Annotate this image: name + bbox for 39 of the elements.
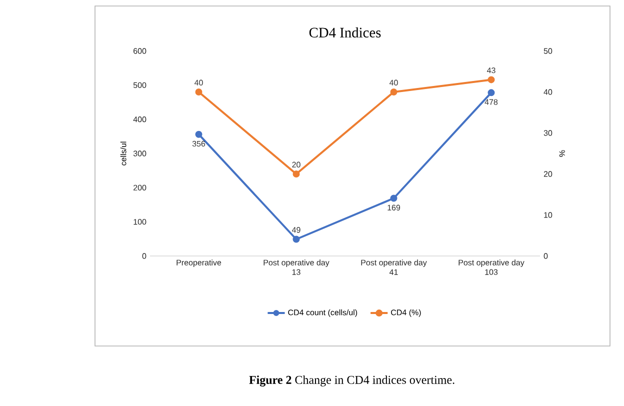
x-tick-label: Post operative day 41 (361, 260, 427, 275)
data-label: 478 (484, 99, 498, 105)
data-label: 40 (389, 80, 398, 86)
text: Figure 2 Change in CD4 indices overtime. (249, 376, 454, 386)
y2-tick-label: 10 (544, 212, 552, 218)
x-tick-label: Post operative day 103 (458, 260, 524, 275)
point (488, 76, 495, 84)
y-tick-label: 500 (133, 82, 146, 88)
data-label: 169 (388, 204, 400, 210)
y2-axis-title: % (559, 150, 565, 157)
x-tick-label: Post operative day 13 (264, 260, 330, 275)
data-label: 49 (292, 227, 300, 233)
y-tick-label: 400 (133, 116, 146, 122)
y-tick-label: 0 (142, 253, 146, 259)
point (488, 89, 495, 96)
point (390, 194, 398, 202)
point (390, 88, 398, 96)
y2-tick-label: 0 (544, 253, 548, 259)
y2-tick-label: 40 (544, 89, 552, 95)
y-tick-label: 100 (134, 218, 146, 225)
legend-label: CD4 (%) (391, 309, 421, 317)
data-label: 43 (486, 68, 496, 74)
y-axis-title: cells/ul (120, 142, 126, 166)
y2-tick-label: 20 (544, 171, 552, 177)
legend-label: CD4 count (cells/ul) (288, 309, 358, 317)
data-label: 40 (194, 80, 203, 86)
y-tick-label: 600 (134, 48, 146, 54)
point (292, 236, 300, 243)
chart-title: CD4 Indices (309, 27, 381, 38)
data-label: 356 (192, 140, 206, 147)
point (195, 88, 202, 96)
y-tick-label: 300 (133, 150, 146, 156)
y-tick-label: 200 (134, 184, 146, 190)
y2-tick-label: 30 (544, 130, 552, 136)
point (292, 170, 300, 178)
point (195, 130, 202, 138)
data-label: 20 (292, 162, 300, 168)
y2-tick-label: 50 (544, 48, 552, 54)
x-tick-label: Preoperative (176, 260, 222, 267)
